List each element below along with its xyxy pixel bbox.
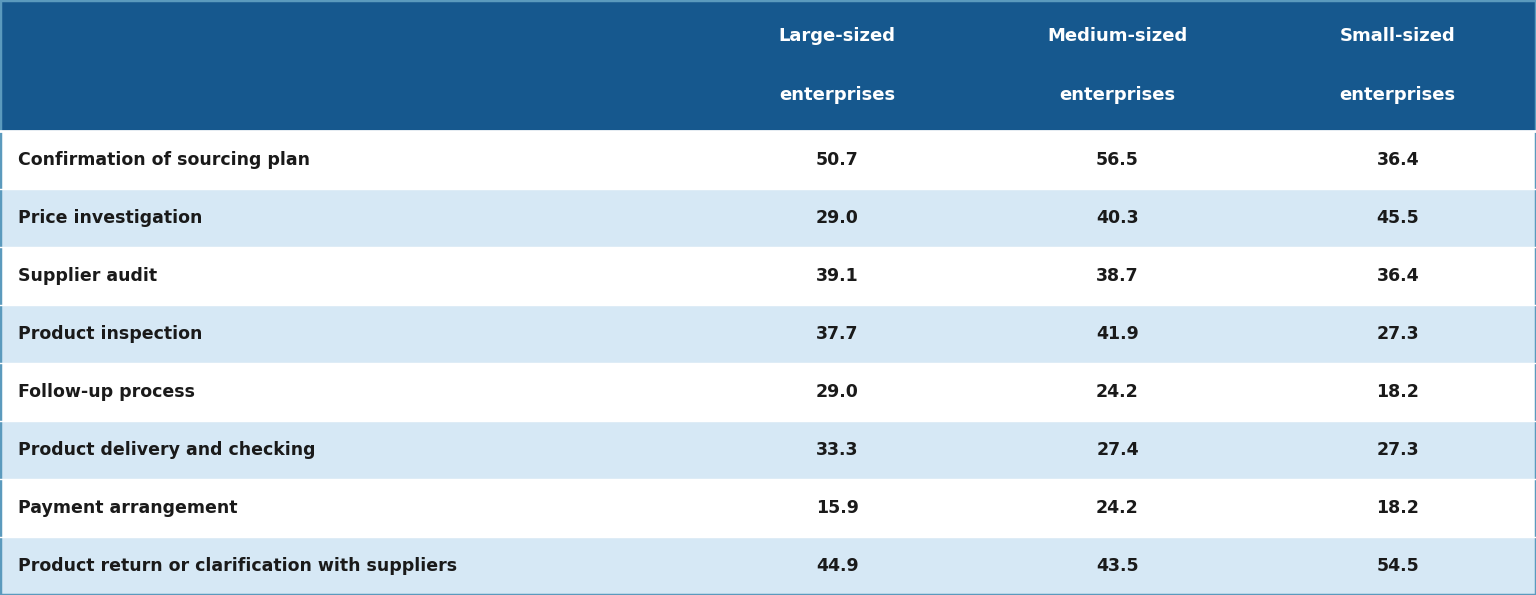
Text: 24.2: 24.2: [1097, 499, 1138, 517]
Text: 56.5: 56.5: [1097, 151, 1138, 169]
Text: 38.7: 38.7: [1097, 267, 1138, 285]
Text: 54.5: 54.5: [1376, 557, 1419, 575]
Text: 29.0: 29.0: [816, 383, 859, 401]
Text: Product delivery and checking: Product delivery and checking: [18, 441, 316, 459]
Text: Payment arrangement: Payment arrangement: [18, 499, 238, 517]
Text: 40.3: 40.3: [1097, 209, 1138, 227]
Text: 45.5: 45.5: [1376, 209, 1419, 227]
Text: 36.4: 36.4: [1376, 267, 1419, 285]
Bar: [0, 189, 1536, 247]
Bar: [0, 363, 1536, 421]
Bar: [0, 247, 1536, 305]
Bar: [0, 131, 1536, 189]
Text: 36.4: 36.4: [1376, 151, 1419, 169]
Text: 29.0: 29.0: [816, 209, 859, 227]
Text: 24.2: 24.2: [1097, 383, 1138, 401]
Bar: [0, 305, 1536, 363]
Bar: [0, 421, 1536, 479]
Text: Medium-sized

enterprises: Medium-sized enterprises: [1048, 27, 1187, 104]
Text: Small-sized

enterprises: Small-sized enterprises: [1339, 27, 1456, 104]
Text: Supplier audit: Supplier audit: [18, 267, 158, 285]
Text: 44.9: 44.9: [816, 557, 859, 575]
Text: Confirmation of sourcing plan: Confirmation of sourcing plan: [18, 151, 310, 169]
Bar: [0, 537, 1536, 595]
Text: 43.5: 43.5: [1097, 557, 1138, 575]
Text: 18.2: 18.2: [1376, 383, 1419, 401]
Text: 15.9: 15.9: [816, 499, 859, 517]
Text: 27.4: 27.4: [1097, 441, 1138, 459]
Text: Follow-up process: Follow-up process: [18, 383, 195, 401]
Text: 27.3: 27.3: [1376, 325, 1419, 343]
Text: Product return or clarification with suppliers: Product return or clarification with sup…: [18, 557, 458, 575]
Text: 50.7: 50.7: [816, 151, 859, 169]
Text: 39.1: 39.1: [816, 267, 859, 285]
Text: 41.9: 41.9: [1097, 325, 1138, 343]
Text: Product inspection: Product inspection: [18, 325, 203, 343]
Text: Price investigation: Price investigation: [18, 209, 203, 227]
Text: 27.3: 27.3: [1376, 441, 1419, 459]
Bar: [0, 0, 1536, 131]
Text: Large-sized

enterprises: Large-sized enterprises: [779, 27, 895, 104]
Bar: [0, 479, 1536, 537]
Text: 37.7: 37.7: [816, 325, 859, 343]
Text: 18.2: 18.2: [1376, 499, 1419, 517]
Text: 33.3: 33.3: [816, 441, 859, 459]
